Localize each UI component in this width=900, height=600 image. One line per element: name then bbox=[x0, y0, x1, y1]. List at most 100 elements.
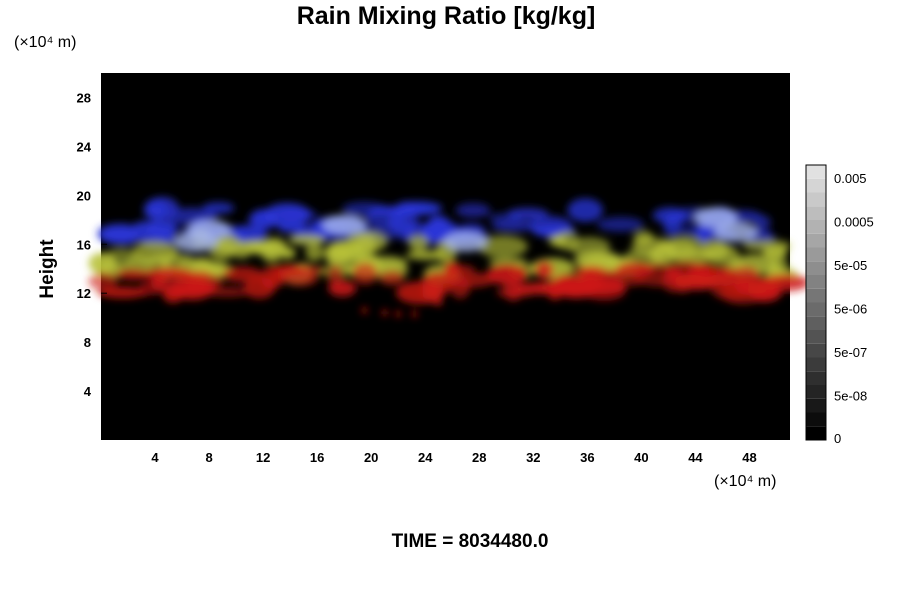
colorbar-swatch bbox=[806, 412, 826, 427]
rain-cell bbox=[151, 274, 168, 292]
y-axis-unit: (×10⁴ m) bbox=[14, 34, 77, 51]
rain-cell bbox=[477, 235, 528, 258]
rain-cell bbox=[408, 235, 429, 252]
rain-cell bbox=[753, 215, 771, 230]
rain-cell bbox=[341, 201, 387, 217]
x-tick-label: 24 bbox=[418, 450, 433, 465]
rain-cell bbox=[769, 254, 788, 276]
x-tick-label: 4 bbox=[151, 450, 159, 465]
chart-title: Rain Mixing Ratio [kg/kg] bbox=[296, 2, 596, 30]
colorbar-swatch bbox=[806, 316, 826, 330]
x-tick-label: 8 bbox=[205, 450, 212, 465]
rain-cell bbox=[411, 310, 418, 317]
rain-cell bbox=[546, 276, 592, 297]
colorbar-swatch bbox=[806, 165, 826, 179]
rain-cell bbox=[222, 266, 263, 283]
rain-cell bbox=[422, 282, 445, 304]
rain-cell bbox=[169, 277, 215, 301]
colorbar-swatch bbox=[806, 426, 826, 440]
rain-cell bbox=[693, 207, 738, 228]
colorbar-swatch bbox=[806, 398, 826, 413]
y-tick-label: 8 bbox=[84, 335, 91, 350]
rain-cell bbox=[504, 280, 523, 302]
rain-cell bbox=[263, 202, 311, 227]
rain-cell bbox=[573, 265, 607, 276]
rain-cell bbox=[101, 223, 145, 246]
rain-cell bbox=[762, 246, 788, 258]
rain-cell bbox=[323, 242, 353, 265]
rain-cell bbox=[246, 241, 286, 256]
rain-cell bbox=[381, 309, 388, 316]
rain-cell bbox=[615, 261, 655, 278]
rain-cell bbox=[596, 216, 644, 232]
rain-cell bbox=[713, 222, 758, 243]
colorbar-swatch bbox=[806, 192, 826, 207]
y-tick-label: 16 bbox=[77, 237, 91, 252]
rain-cell bbox=[327, 265, 344, 288]
colorbar-label: 0.005 bbox=[834, 171, 867, 186]
colorbar-swatch bbox=[806, 385, 826, 399]
rain-cell bbox=[579, 272, 599, 285]
rain-cell bbox=[395, 310, 402, 317]
x-tick-label: 44 bbox=[688, 450, 703, 465]
rain-cell bbox=[582, 280, 627, 301]
colorbar-label: 5e-05 bbox=[834, 258, 867, 273]
rain-cell bbox=[428, 215, 445, 234]
rain-cell bbox=[490, 220, 537, 232]
colorbar-swatch bbox=[806, 178, 826, 193]
rain-cell bbox=[262, 252, 282, 263]
rain-cell bbox=[652, 207, 688, 224]
colorbar-swatch bbox=[806, 247, 826, 262]
colorbar-swatch bbox=[806, 343, 826, 358]
rain-cell bbox=[203, 286, 251, 297]
rain-cell bbox=[88, 252, 116, 274]
rain-cell bbox=[486, 263, 528, 286]
colorbar-label: 0.0005 bbox=[834, 215, 874, 230]
rain-cell bbox=[435, 299, 442, 306]
rain-cell bbox=[567, 236, 611, 257]
x-tick-label: 48 bbox=[742, 450, 756, 465]
rain-cell bbox=[455, 203, 491, 218]
colorbar: 0.005 0.0005 5e-05 5e-06 5e-07 5e-08 0 bbox=[805, 164, 874, 446]
rain-cell bbox=[673, 274, 708, 286]
colorbar-label: 5e-08 bbox=[834, 389, 867, 404]
rain-cell bbox=[448, 264, 475, 275]
rain-cell bbox=[322, 214, 367, 235]
y-tick-label: 28 bbox=[77, 90, 91, 105]
rain-cell bbox=[668, 248, 714, 264]
rain-field bbox=[88, 196, 810, 317]
rain-cell bbox=[260, 265, 285, 290]
rain-cell bbox=[402, 202, 443, 214]
x-tick-label: 20 bbox=[364, 450, 378, 465]
y-tick-label: 12 bbox=[77, 286, 91, 301]
colorbar-swatch bbox=[806, 261, 826, 275]
time-label: TIME = 8034480.0 bbox=[391, 531, 549, 552]
x-tick-label: 12 bbox=[256, 450, 270, 465]
rain-cell bbox=[352, 262, 379, 286]
colorbar-swatch bbox=[806, 233, 826, 248]
rain-cell bbox=[361, 307, 368, 314]
rain-cell bbox=[733, 276, 776, 294]
colorbar-frame bbox=[805, 164, 827, 441]
rain-cell bbox=[379, 270, 405, 286]
rain-cell bbox=[173, 231, 218, 252]
colorbar-label: 5e-07 bbox=[834, 345, 867, 360]
x-axis-unit: (×10⁴ m) bbox=[714, 473, 777, 490]
y-tick-label: 4 bbox=[84, 384, 92, 399]
x-tick-label: 28 bbox=[472, 450, 486, 465]
rain-cell bbox=[534, 261, 554, 280]
rain-cell bbox=[610, 276, 646, 287]
rain-cell bbox=[183, 270, 212, 279]
x-tick-label: 16 bbox=[310, 450, 324, 465]
colorbar-swatch bbox=[806, 302, 826, 317]
x-axis-ticks: 4 8 12 16 20 24 28 32 36 40 44 48 bbox=[151, 434, 757, 465]
rain-cell bbox=[488, 213, 522, 223]
rain-cell bbox=[695, 222, 712, 244]
rain-cell bbox=[305, 243, 324, 262]
rain-cell bbox=[146, 219, 178, 239]
rain-cell bbox=[567, 198, 604, 223]
rain-cell bbox=[144, 206, 164, 216]
colorbar-swatch bbox=[806, 288, 826, 303]
rain-cell bbox=[716, 265, 735, 282]
